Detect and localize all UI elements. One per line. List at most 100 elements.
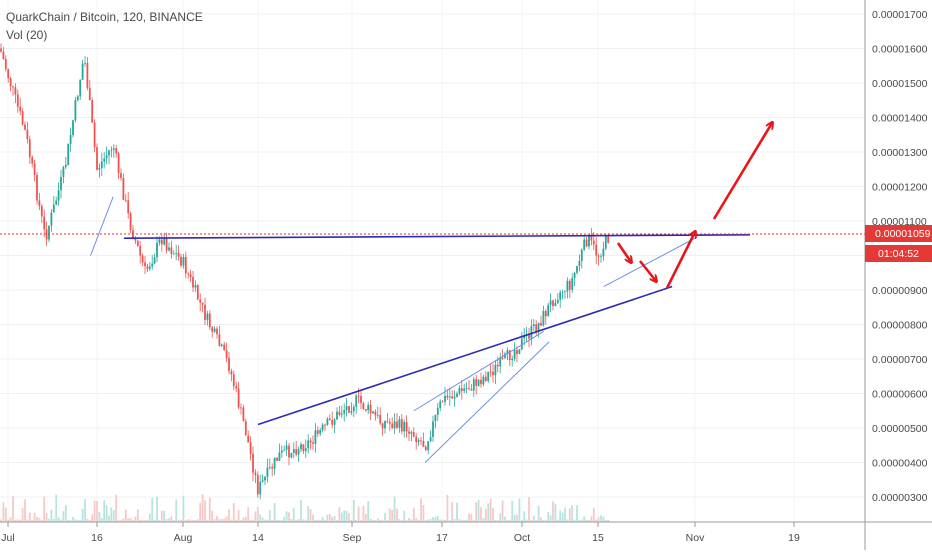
volume-bar bbox=[48, 518, 50, 522]
candle-body bbox=[182, 257, 185, 266]
volume-bar bbox=[376, 518, 379, 522]
candle-body bbox=[84, 62, 86, 64]
volume-bar bbox=[352, 499, 355, 522]
volume-bar bbox=[216, 516, 218, 522]
forecast-arrow[interactable] bbox=[616, 242, 631, 262]
volume-bar bbox=[55, 494, 58, 522]
candle-body bbox=[350, 411, 353, 413]
candle-body bbox=[597, 255, 600, 257]
volume-bar bbox=[499, 513, 502, 522]
candle-body bbox=[381, 423, 384, 429]
volume-bar bbox=[268, 510, 271, 522]
candle-body bbox=[470, 389, 473, 391]
volume-bar bbox=[79, 519, 82, 522]
volume-bar bbox=[192, 519, 194, 522]
volume-bar bbox=[494, 519, 497, 522]
candle-body bbox=[55, 200, 58, 205]
volume-bar bbox=[408, 518, 410, 522]
volume-bar bbox=[336, 519, 338, 522]
volume-bar bbox=[525, 519, 528, 522]
volume-bar bbox=[607, 519, 610, 522]
volume-bar bbox=[463, 519, 466, 522]
volume-bar bbox=[345, 510, 348, 522]
volume-bar bbox=[592, 508, 595, 522]
chart-header: QuarkChain / Bitcoin, 120, BINANCE Vol (… bbox=[6, 8, 203, 44]
volume-bar bbox=[108, 515, 110, 522]
forecast-arrow[interactable] bbox=[665, 232, 695, 289]
candle-body bbox=[26, 129, 29, 140]
candle-body bbox=[544, 311, 547, 317]
forecast-arrow[interactable] bbox=[712, 123, 772, 220]
y-tick-label: 0.00001600 bbox=[872, 44, 928, 56]
candle-body bbox=[48, 225, 50, 240]
volume-bar bbox=[33, 512, 36, 522]
volume-bar bbox=[288, 512, 290, 522]
candle-body bbox=[494, 364, 497, 376]
volume-bar bbox=[40, 519, 43, 522]
candle-body bbox=[180, 256, 182, 266]
candle-body bbox=[309, 440, 312, 443]
volume-bar bbox=[468, 513, 470, 522]
candle-body bbox=[585, 239, 588, 247]
volume-bar bbox=[300, 499, 302, 522]
volume-bar bbox=[4, 507, 7, 522]
volume-bar bbox=[355, 519, 358, 522]
x-tick-label: Jul bbox=[1, 532, 14, 544]
candle-body bbox=[24, 124, 26, 130]
candle-body bbox=[532, 324, 535, 327]
forecast-arrow[interactable] bbox=[638, 260, 656, 281]
volume-bar bbox=[427, 519, 430, 522]
volume-bar bbox=[242, 517, 245, 522]
candle-body bbox=[364, 408, 367, 411]
volume-bar bbox=[595, 519, 598, 522]
candle-body bbox=[547, 304, 550, 317]
volume-bar bbox=[201, 494, 204, 522]
volume-bar bbox=[160, 510, 163, 522]
volume-bar bbox=[180, 519, 182, 522]
candle-body bbox=[592, 240, 595, 245]
candle-body bbox=[307, 440, 310, 449]
volume-bar bbox=[2, 502, 5, 522]
resistance-line[interactable] bbox=[123, 234, 751, 240]
candle-body bbox=[86, 62, 89, 88]
candle-body bbox=[417, 440, 420, 443]
volume-bar bbox=[146, 519, 149, 522]
volume-bar bbox=[50, 509, 53, 522]
wedge-upper[interactable] bbox=[603, 237, 696, 287]
volume-bar bbox=[398, 518, 401, 522]
volume-bar bbox=[516, 514, 518, 522]
candle-body bbox=[595, 244, 598, 256]
candle-body bbox=[602, 248, 605, 257]
x-tick-label: 17 bbox=[436, 532, 448, 544]
candle-body bbox=[175, 253, 178, 254]
volume-bar bbox=[496, 519, 499, 522]
volume-bar bbox=[292, 508, 295, 522]
volume-bar bbox=[43, 496, 46, 522]
candle-body bbox=[400, 419, 403, 432]
candle-body bbox=[343, 410, 346, 414]
early-trend[interactable] bbox=[90, 196, 114, 256]
candle-body bbox=[0, 48, 2, 52]
candle-body bbox=[573, 272, 576, 279]
candle-body bbox=[360, 395, 362, 404]
candle-body bbox=[252, 453, 254, 473]
candle-body bbox=[261, 480, 264, 482]
candle-body bbox=[362, 403, 365, 409]
candle-body bbox=[422, 440, 425, 447]
candle-body bbox=[463, 388, 466, 392]
channel-lower[interactable] bbox=[424, 341, 550, 463]
candle-body bbox=[67, 143, 70, 165]
rising-support-line[interactable] bbox=[257, 285, 673, 426]
candle-body bbox=[16, 94, 19, 107]
y-tick-label: 0.00001200 bbox=[872, 182, 928, 194]
time-axis[interactable]: Jul 16 Aug 14 Sep 17 Oct 15 Nov 19 bbox=[1, 522, 800, 544]
y-tick-label: 0.00000300 bbox=[872, 492, 928, 504]
volume-bar bbox=[156, 496, 158, 522]
candle-body bbox=[2, 51, 5, 60]
volume-bar bbox=[583, 516, 586, 522]
volume-bar bbox=[391, 509, 394, 522]
volume-bar bbox=[28, 512, 31, 522]
candle-body bbox=[475, 379, 478, 386]
channel-upper[interactable] bbox=[413, 330, 544, 412]
